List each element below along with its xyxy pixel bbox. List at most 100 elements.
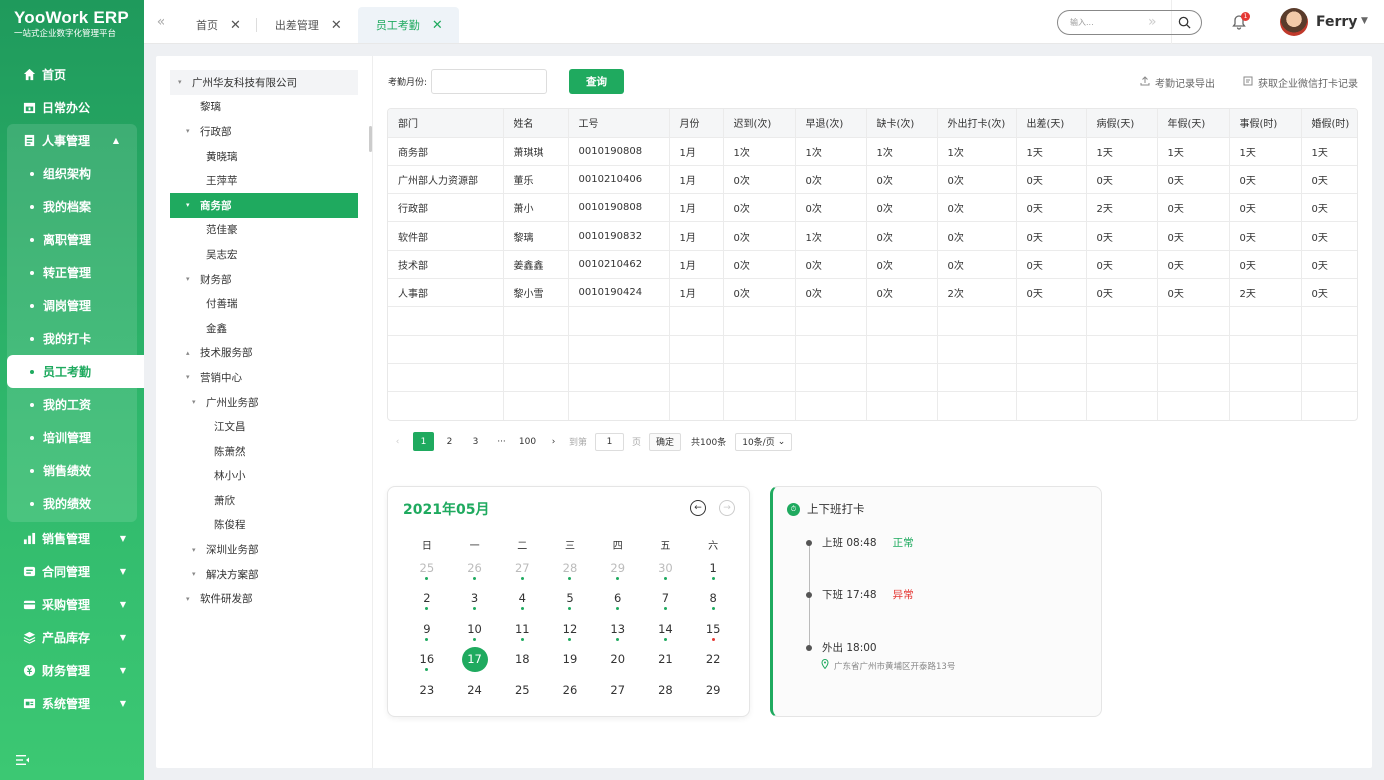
tree-node[interactable]: 范佳豪 [170,218,358,243]
tree-node[interactable]: 林小小 [170,464,358,489]
calendar-day[interactable]: 6 [594,586,642,617]
tree-scrollbar[interactable] [369,126,372,152]
tree-node[interactable]: ▾ 广州业务部 [170,390,358,415]
goto-page-input[interactable]: 1 [595,432,625,451]
calendar-day[interactable]: 25 [403,555,451,586]
menu-item-bar-chart[interactable]: 销售管理 ▼ [0,522,144,555]
collapse-icon[interactable]: ▾ [186,594,190,603]
calendar-day[interactable]: 29 [594,555,642,586]
tree-node[interactable]: ▾ 深圳业务部 [170,537,358,562]
search-input[interactable]: 输入... [1070,18,1094,27]
menu-item-home[interactable]: 首页 [0,58,144,91]
tree-node[interactable]: ▾ 财务部 [170,267,358,292]
collapse-sidebar-icon[interactable] [16,754,30,770]
table-row[interactable] [388,391,1357,420]
calendar-day[interactable]: 28 [546,555,594,586]
menu-item-purchase[interactable]: 采购管理 ▼ [0,588,144,621]
tree-node[interactable]: ▾ 营销中心 [170,365,358,390]
menu-item-contract[interactable]: 合同管理 ▼ [0,555,144,588]
calendar-day[interactable]: 26 [546,677,594,708]
tree-node[interactable]: ▾ 商务部 [170,192,358,218]
submenu-item[interactable]: 组织架构 [7,157,137,190]
submenu-item[interactable]: 员工考勤 [7,355,144,388]
brand-logo[interactable]: YooWork ERP 一站式企业数字化管理平台 [0,0,144,44]
tree-node[interactable]: 陈萧然 [170,439,358,464]
calendar-day[interactable]: 13 [594,616,642,647]
collapse-icon[interactable]: ▾ [192,545,196,554]
calendar-day[interactable]: 19 [546,647,594,678]
scroll-tabs-right-icon[interactable]: » [1148,14,1157,30]
calendar-day[interactable]: 14 [642,616,690,647]
close-icon[interactable]: ✕ [230,17,241,33]
collapse-icon[interactable]: ▾ [192,570,196,579]
search-box[interactable]: 输入... [1057,10,1202,35]
tree-node[interactable]: 黄晓璃 [170,144,358,169]
submenu-item[interactable]: 销售绩效 [7,454,137,487]
table-row[interactable] [388,335,1357,364]
calendar-day[interactable]: 12 [546,616,594,647]
tree-node[interactable]: 陈俊程 [170,513,358,538]
user-name[interactable]: Ferry [1316,14,1358,30]
collapse-icon[interactable]: ▾ [186,201,190,210]
collapse-icon[interactable]: ▾ [186,127,190,136]
calendar-day[interactable]: 4 [498,586,546,617]
next-month-icon[interactable]: → [719,500,735,516]
menu-item-finance[interactable]: 财务管理 ▼ [0,654,144,687]
submenu-item[interactable]: 我的打卡 [7,322,137,355]
calendar-day[interactable]: 18 [498,647,546,678]
calendar-day[interactable]: 25 [498,677,546,708]
table-row[interactable]: 商务部 萧琪琪 0010190808 1月 1次 1次 1次 1次 1天 1天 1天 1天 1天 [388,137,1357,166]
month-input[interactable] [431,69,548,94]
calendar-day[interactable]: 10 [451,616,499,647]
submenu-item[interactable]: 培训管理 [7,421,137,454]
tree-node[interactable]: 付善瑞 [170,291,358,316]
close-icon[interactable]: ✕ [431,17,443,33]
calendar-day[interactable]: 11 [498,616,546,647]
page-number[interactable]: 1 [413,432,434,451]
collapse-icon[interactable]: ▾ [186,275,190,284]
tab-home[interactable]: 首页 ✕ [178,7,257,43]
calendar-day[interactable]: 29 [689,677,737,708]
calendar-day[interactable]: 1 [689,555,737,586]
tree-node[interactable]: 吴志宏 [170,242,358,267]
calendar-day[interactable]: 17 [451,646,499,678]
chevron-left-icon[interactable]: ‹ [395,436,400,447]
calendar-day[interactable]: 28 [642,677,690,708]
submenu-item[interactable]: 离职管理 [7,223,137,256]
menu-item-office[interactable]: 日常办公 [0,91,144,124]
table-row[interactable]: 技术部 姜鑫鑫 0010210462 1月 0次 0次 0次 0次 0天 0天 0天 0天 0天 [388,250,1357,279]
caret-down-icon[interactable]: ▼ [1361,16,1368,26]
scroll-tabs-left-icon[interactable]: « [156,14,166,30]
menu-item-layers[interactable]: 产品库存 ▼ [0,621,144,654]
calendar-day[interactable]: 26 [451,555,499,586]
calendar-day[interactable]: 3 [451,586,499,617]
submenu-item[interactable]: 我的绩效 [7,487,137,520]
submenu-item[interactable]: 调岗管理 [7,289,137,322]
close-icon[interactable]: ✕ [330,17,342,33]
calendar-day[interactable]: 24 [451,677,499,708]
chevron-right-icon[interactable]: › [551,436,556,447]
tree-node[interactable]: 王萍苹 [170,168,358,193]
calendar-day[interactable]: 20 [594,647,642,678]
calendar-day[interactable]: 30 [642,555,690,586]
calendar-day[interactable]: 27 [594,677,642,708]
table-row[interactable] [388,306,1357,336]
submenu-item[interactable]: 转正管理 [7,256,137,289]
tree-node[interactable]: ▾ 解决方案部 [170,562,358,587]
calendar-day[interactable]: 8 [689,586,737,617]
calendar-day[interactable]: 7 [642,586,690,617]
confirm-button[interactable]: 确定 [649,432,682,451]
submenu-item[interactable]: 我的工资 [7,388,137,421]
export-link[interactable]: 考勤记录导出 [1140,75,1215,90]
tree-node[interactable]: ▾ 广州华友科技有限公司 [170,70,358,95]
calendar-day[interactable]: 16 [403,647,451,678]
tree-node[interactable]: 江文昌 [170,414,358,439]
expand-icon[interactable]: ▴ [186,348,190,357]
page-number[interactable]: 2 [446,436,453,447]
tree-node[interactable]: 金鑫 [170,316,358,341]
calendar-day[interactable]: 23 [403,677,451,708]
menu-item-settings[interactable]: 系统管理 ▼ [0,687,144,720]
tree-node[interactable]: 黎璃 [170,95,358,120]
tree-node[interactable]: ▾ 软件研发部 [170,586,358,611]
menu-item-hr[interactable]: 人事管理 ▲ [7,124,137,157]
